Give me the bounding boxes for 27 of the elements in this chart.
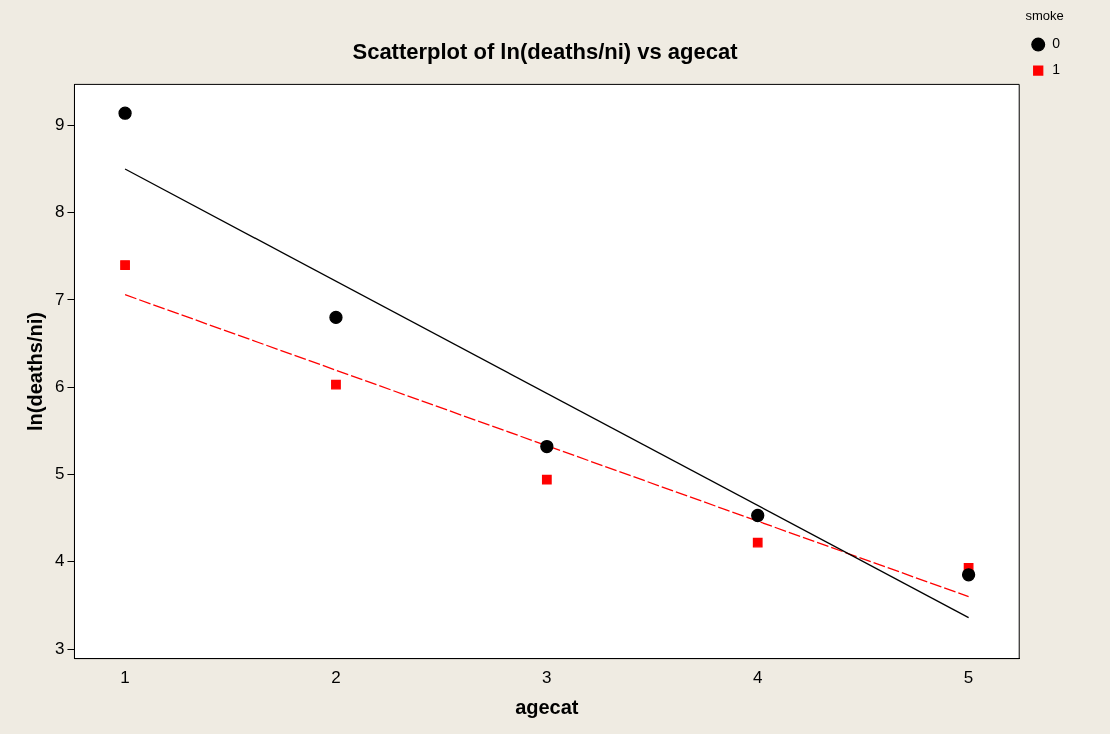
point (752, 537, 763, 548)
y-axis-title: ln(deaths/ni) (23, 312, 46, 431)
y-tick-label: 8 (54, 202, 65, 222)
x-tick-label: 2 (331, 668, 341, 688)
point (331, 379, 341, 390)
point (118, 106, 132, 120)
point (541, 474, 552, 485)
legend-title: smoke (1025, 8, 1064, 24)
y-tick-label: 5 (54, 464, 65, 484)
y-tick-label: 7 (54, 289, 65, 309)
y-tick-label: 6 (54, 376, 65, 396)
point (120, 260, 130, 270)
legend-label: 1 (1052, 61, 1061, 78)
point (751, 508, 765, 523)
x-tick-label: 5 (963, 668, 974, 688)
x-tick-label: 3 (542, 668, 552, 688)
point (961, 568, 976, 582)
point (540, 439, 554, 454)
y-tick-label: 4 (54, 551, 65, 571)
x-tick-label: 4 (752, 668, 763, 688)
x-axis-title: agecat (515, 695, 579, 718)
x-tick-label: 1 (120, 668, 130, 688)
y-tick-label: 3 (54, 638, 65, 658)
y-tick-label: 9 (54, 115, 65, 135)
legend-label: 0 (1052, 35, 1061, 52)
point (329, 310, 343, 325)
chart-title: Scatterplot of ln(deaths/ni) vs agecat (352, 39, 739, 65)
